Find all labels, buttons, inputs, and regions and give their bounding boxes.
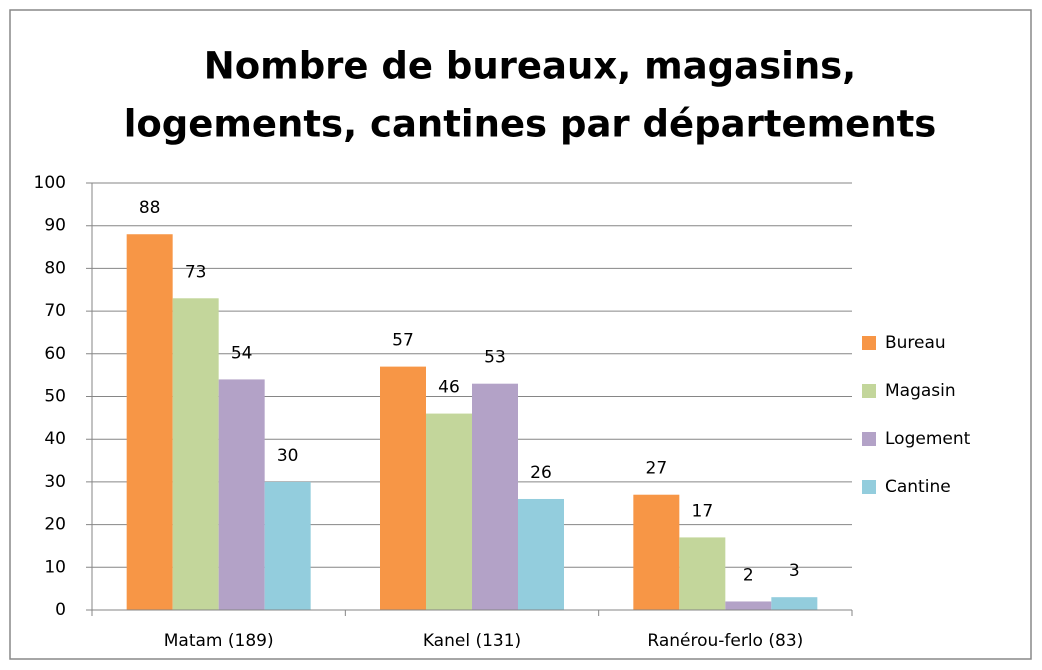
bar	[679, 537, 726, 610]
chart-title: Nombre de bureaux, magasins,	[204, 45, 857, 88]
value-label: 17	[692, 501, 714, 521]
value-label: 46	[438, 378, 460, 398]
value-label: 27	[646, 459, 668, 479]
bar	[633, 494, 680, 610]
bar	[264, 481, 311, 610]
x-tick-label: Kanel (131)	[423, 631, 521, 651]
bar	[771, 597, 818, 610]
x-tick-label: Ranérou-ferlo (83)	[647, 631, 803, 651]
value-label: 54	[231, 343, 253, 363]
legend-swatch	[862, 384, 876, 398]
value-label: 26	[530, 463, 552, 483]
legend-swatch	[862, 480, 876, 494]
legend-label: Bureau	[885, 333, 946, 353]
value-label: 73	[185, 262, 207, 282]
value-label: 3	[789, 561, 800, 581]
value-label: 30	[277, 446, 299, 466]
chart-title: logements, cantines par départements	[124, 103, 937, 146]
y-tick-label: 70	[44, 301, 66, 321]
bar	[172, 298, 219, 610]
bar	[126, 234, 173, 611]
y-tick-label: 0	[55, 600, 66, 620]
y-tick-label: 50	[44, 387, 66, 407]
y-tick-label: 10	[44, 557, 66, 577]
bar	[380, 366, 426, 610]
value-label: 2	[743, 565, 754, 585]
y-tick-label: 100	[34, 173, 66, 193]
y-tick-label: 60	[44, 344, 66, 364]
bar	[518, 498, 564, 610]
y-tick-label: 90	[44, 216, 66, 236]
bar	[725, 601, 772, 610]
legend-label: Magasin	[885, 381, 956, 401]
y-tick-label: 30	[44, 472, 66, 492]
bar	[426, 413, 472, 610]
bar	[472, 383, 518, 610]
y-tick-label: 40	[44, 429, 66, 449]
bar	[218, 379, 265, 610]
legend-label: Logement	[885, 429, 971, 449]
x-tick-label: Matam (189)	[164, 631, 274, 651]
legend-swatch	[862, 336, 876, 350]
value-label: 57	[392, 331, 414, 351]
value-label: 53	[484, 348, 506, 368]
legend-label: Cantine	[885, 477, 951, 497]
y-tick-label: 80	[44, 258, 66, 278]
legend-swatch	[862, 432, 876, 446]
y-tick-label: 20	[44, 515, 66, 535]
value-label: 88	[139, 198, 161, 218]
